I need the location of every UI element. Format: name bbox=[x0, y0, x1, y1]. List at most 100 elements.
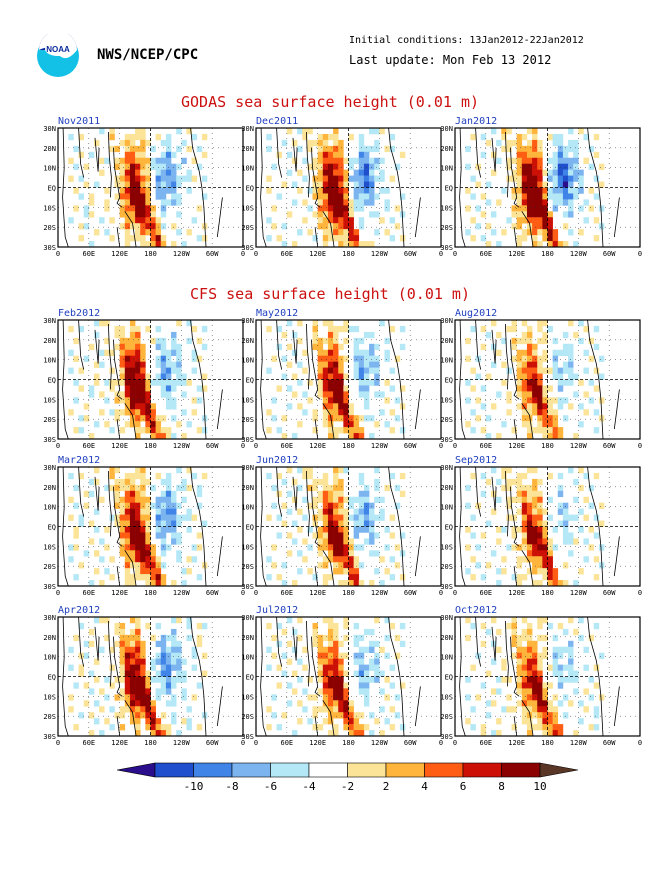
ssh-cell bbox=[537, 658, 543, 665]
ssh-cell bbox=[165, 385, 172, 392]
ssh-cell bbox=[68, 157, 74, 164]
ssh-cell bbox=[176, 484, 182, 492]
ssh-cell bbox=[568, 367, 574, 374]
ssh-cell bbox=[317, 355, 324, 362]
ssh-cell bbox=[537, 532, 543, 539]
ssh-cell bbox=[78, 562, 84, 569]
ssh-cell bbox=[119, 157, 126, 164]
ssh-cell bbox=[537, 682, 543, 689]
ssh-cell bbox=[327, 532, 334, 539]
ssh-cell bbox=[327, 658, 334, 665]
ssh-cell bbox=[322, 187, 329, 194]
ssh-cell bbox=[322, 145, 329, 153]
ssh-cell bbox=[568, 646, 574, 653]
ssh-cell bbox=[521, 175, 528, 182]
ssh-cell bbox=[129, 676, 136, 683]
ssh-cell bbox=[552, 574, 559, 581]
ssh-cell bbox=[165, 508, 172, 515]
ssh-cell bbox=[312, 712, 318, 719]
ssh-cell bbox=[333, 373, 339, 380]
ssh-cell bbox=[379, 730, 385, 737]
y-tick-label: 30S bbox=[43, 733, 56, 741]
ssh-cell bbox=[191, 355, 198, 362]
ssh-cell bbox=[485, 139, 492, 147]
ssh-cell bbox=[532, 724, 538, 731]
y-tick-label: 30S bbox=[440, 436, 453, 444]
ssh-cell bbox=[552, 664, 559, 671]
ssh-cell bbox=[302, 217, 308, 224]
ssh-cell bbox=[327, 199, 334, 206]
ssh-cell bbox=[511, 223, 517, 230]
ssh-cell bbox=[547, 568, 553, 575]
ssh-cell bbox=[145, 724, 151, 731]
ssh-cell bbox=[526, 379, 533, 386]
ssh-cell bbox=[327, 718, 334, 725]
ssh-cell bbox=[516, 676, 523, 683]
coastline bbox=[116, 419, 121, 440]
ssh-cell bbox=[552, 205, 559, 212]
ssh-cell bbox=[129, 694, 136, 701]
ssh-cell bbox=[490, 658, 497, 665]
ssh-cell bbox=[374, 379, 380, 386]
colorbar-tick-label: 8 bbox=[498, 780, 505, 793]
ssh-cell bbox=[593, 133, 600, 141]
ssh-cell bbox=[171, 502, 177, 509]
ssh-cell bbox=[583, 349, 589, 356]
ssh-cell bbox=[521, 385, 528, 392]
ssh-cell bbox=[322, 415, 329, 422]
y-tick-label: 10S bbox=[440, 693, 453, 701]
ssh-cell bbox=[322, 496, 329, 503]
ssh-cell bbox=[307, 467, 313, 474]
x-tick-label: 60E bbox=[480, 589, 493, 597]
y-tick-label: 10N bbox=[440, 357, 453, 365]
ssh-cell bbox=[327, 700, 334, 707]
ssh-cell bbox=[186, 526, 192, 533]
ssh-cell bbox=[317, 724, 324, 731]
coastline bbox=[94, 476, 100, 511]
ssh-cell bbox=[562, 361, 569, 368]
coastline bbox=[78, 616, 85, 667]
ssh-cell bbox=[552, 724, 559, 731]
ssh-cell bbox=[302, 367, 308, 374]
ssh-cell bbox=[465, 421, 471, 428]
ssh-cell bbox=[171, 538, 177, 545]
ssh-cell bbox=[532, 427, 538, 434]
ssh-cell bbox=[140, 349, 146, 356]
logo-text: NOAA bbox=[46, 45, 70, 54]
ssh-cell bbox=[104, 187, 110, 194]
ssh-cell bbox=[348, 409, 354, 416]
ssh-cell bbox=[562, 520, 569, 527]
ssh-cell bbox=[297, 658, 303, 665]
ssh-cell bbox=[83, 490, 90, 498]
ssh-cell bbox=[369, 532, 375, 539]
ssh-cell bbox=[542, 634, 548, 642]
ssh-cell bbox=[276, 385, 282, 392]
ssh-cell bbox=[338, 700, 344, 707]
ssh-cell bbox=[353, 544, 360, 551]
ssh-cell bbox=[93, 658, 100, 665]
ssh-cell bbox=[333, 700, 339, 707]
ssh-cell bbox=[537, 556, 543, 563]
ssh-cell bbox=[317, 706, 324, 713]
ssh-cell bbox=[322, 379, 329, 386]
ssh-cell bbox=[104, 397, 110, 404]
ssh-cell bbox=[557, 367, 564, 374]
ssh-cell bbox=[516, 169, 523, 176]
agency-title: NWS/NCEP/CPC bbox=[97, 47, 199, 63]
ssh-cell bbox=[399, 622, 406, 630]
ssh-cell bbox=[312, 157, 318, 164]
ssh-cell bbox=[542, 562, 548, 569]
ssh-cell bbox=[358, 490, 365, 498]
ssh-cell bbox=[109, 367, 115, 374]
ssh-cell bbox=[521, 163, 528, 170]
ssh-cell bbox=[271, 205, 277, 212]
ssh-cell bbox=[276, 532, 282, 539]
ssh-cell bbox=[129, 337, 136, 345]
ssh-cell bbox=[516, 133, 523, 141]
ssh-cell bbox=[160, 490, 167, 498]
ssh-cell bbox=[374, 373, 380, 380]
ssh-cell bbox=[532, 385, 538, 392]
ssh-cell bbox=[119, 373, 126, 380]
ssh-cell bbox=[537, 520, 543, 527]
ssh-cell bbox=[363, 514, 370, 521]
